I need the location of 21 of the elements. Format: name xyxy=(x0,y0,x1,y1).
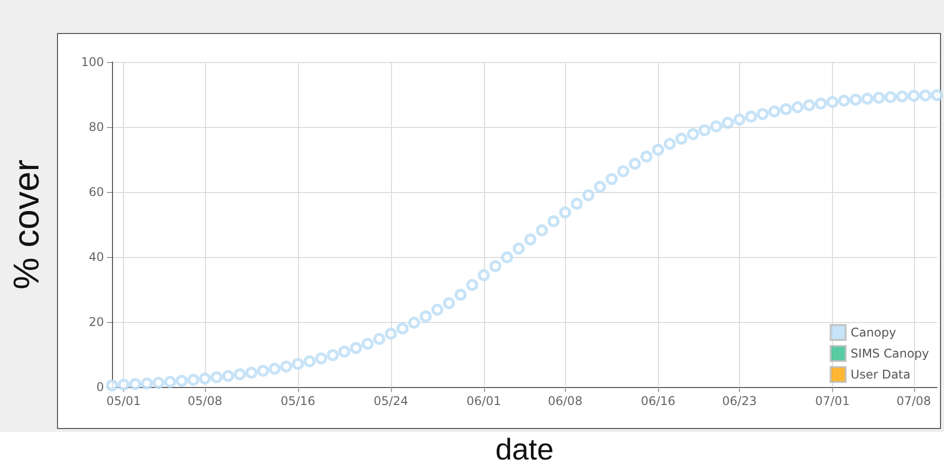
y-tick-label: 100 xyxy=(81,55,104,69)
x-tick-label: 07/08 xyxy=(896,394,932,408)
x-tick-label: 05/24 xyxy=(374,394,408,408)
x-tick-label: 05/01 xyxy=(106,394,141,408)
x-tick-label: 07/01 xyxy=(815,394,850,408)
y-tick-label: 80 xyxy=(88,120,104,134)
x-tick-label: 05/08 xyxy=(188,394,222,408)
y-tick-label: 60 xyxy=(88,185,104,199)
x-tick-label: 06/23 xyxy=(722,394,757,408)
x-tick-label: 06/01 xyxy=(466,394,502,408)
x-tick-label: 06/08 xyxy=(548,394,582,408)
y-tick-label: 20 xyxy=(88,315,104,329)
legend-label: User Data xyxy=(850,368,910,382)
y-tick-label: 0 xyxy=(96,380,104,394)
x-tick-label: 06/16 xyxy=(640,394,676,408)
x-axis-title: date xyxy=(495,434,554,466)
y-tick-label: 40 xyxy=(88,250,104,264)
legend-label: Canopy xyxy=(850,326,896,340)
legend-label: SIMS Canopy xyxy=(850,346,930,360)
x-tick-label: 05/16 xyxy=(280,394,316,408)
y-axis-title: % cover xyxy=(6,159,46,290)
